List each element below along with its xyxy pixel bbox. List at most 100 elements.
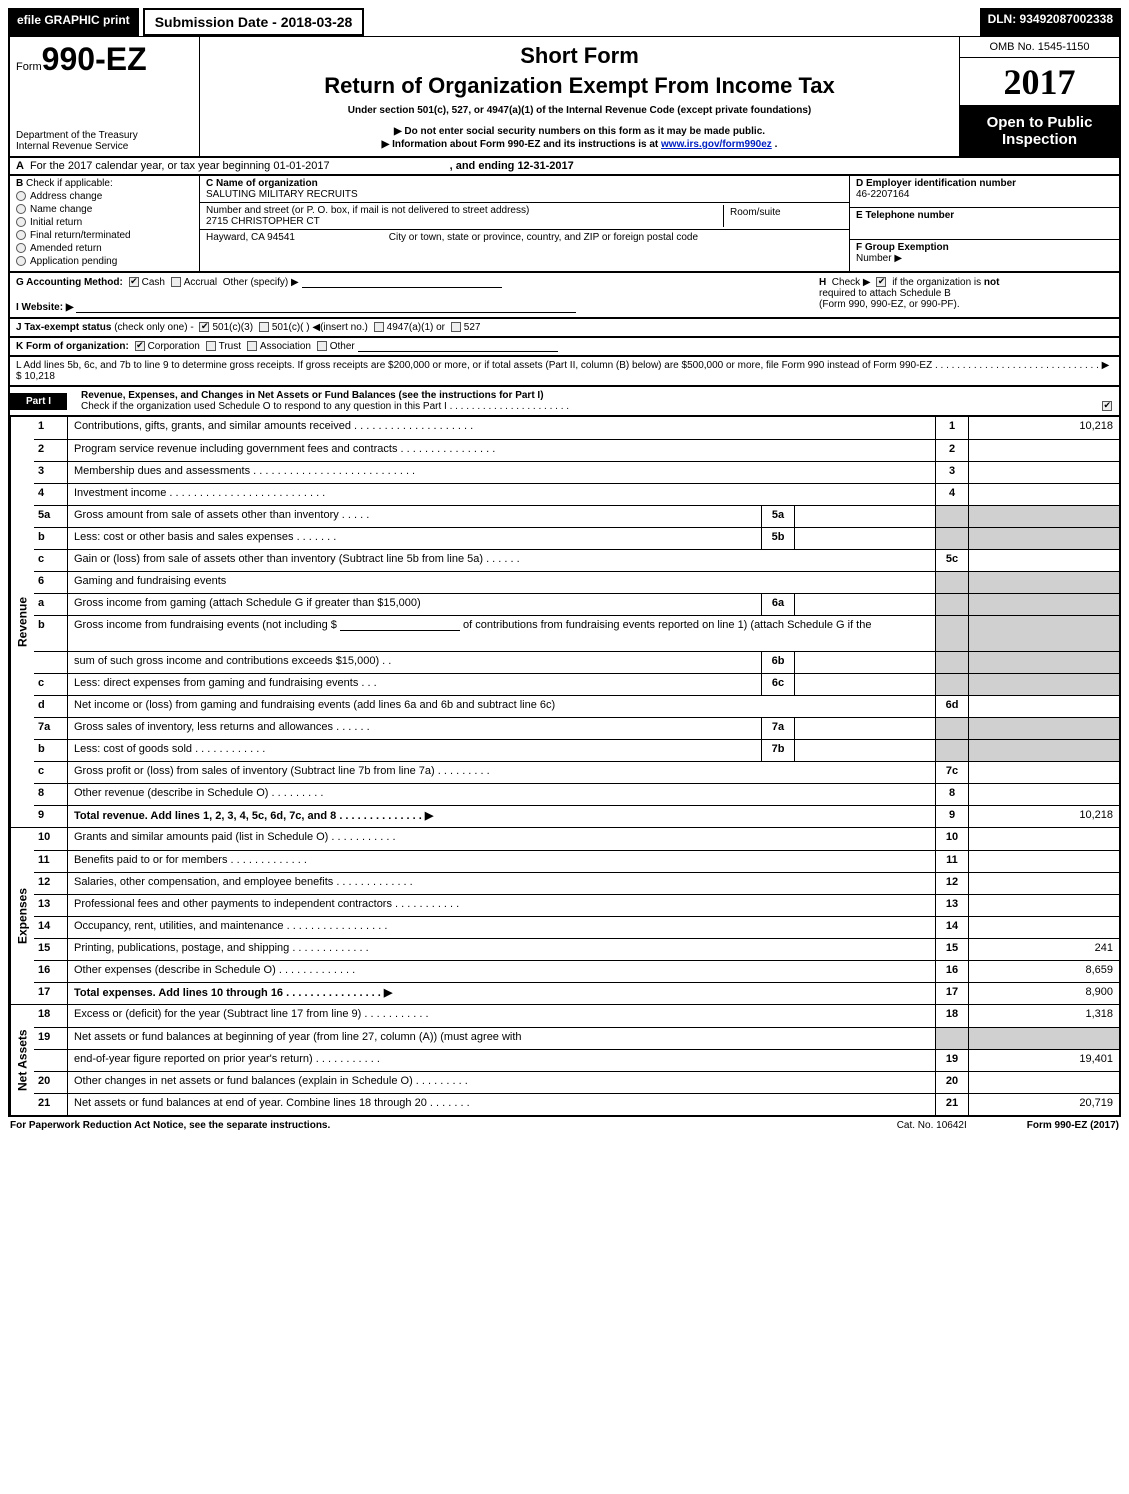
num-1: 1 <box>935 417 969 439</box>
desc-14: Occupancy, rent, utilities, and maintena… <box>68 917 935 938</box>
lbl-other-org: Other <box>330 341 355 352</box>
chk-schedule-b[interactable] <box>876 277 886 287</box>
city-label: City or town, state or province, country… <box>389 232 698 243</box>
desc-8: Other revenue (describe in Schedule O) .… <box>68 784 935 805</box>
desc-7b: Less: cost of goods sold . . . . . . . .… <box>68 740 761 761</box>
ln-6a: a <box>34 594 68 615</box>
irs-link[interactable]: www.irs.gov/form990ez <box>661 139 772 150</box>
lbl-cash: Cash <box>142 277 165 288</box>
chk-527[interactable] <box>451 322 461 332</box>
subv-6a <box>795 594 935 615</box>
val-20 <box>969 1072 1119 1093</box>
val-19a-shade <box>969 1028 1119 1049</box>
num-6c-shade <box>935 674 969 695</box>
lbl-corporation: Corporation <box>148 341 200 352</box>
num-17: 17 <box>935 983 969 1004</box>
chk-trust[interactable] <box>206 341 216 351</box>
lbl-amended-return: Amended return <box>30 243 102 254</box>
return-title: Return of Organization Exempt From Incom… <box>208 73 951 99</box>
form-ref: Form 990-EZ (2017) <box>1027 1120 1119 1131</box>
h-text2: if the organization is <box>892 277 981 288</box>
h-label: H <box>819 277 826 288</box>
chk-address-change[interactable] <box>16 191 26 201</box>
ein-value: 46-2207164 <box>856 189 909 200</box>
omb-number: OMB No. 1545-1150 <box>960 37 1119 58</box>
chk-corporation[interactable] <box>135 341 145 351</box>
expenses-side-label: Expenses <box>10 828 34 1004</box>
dept-irs: Internal Revenue Service <box>16 141 193 152</box>
chk-other-org[interactable] <box>317 341 327 351</box>
desc-10: Grants and similar amounts paid (list in… <box>68 828 935 850</box>
f-label2: Number ▶ <box>856 253 902 264</box>
chk-name-change[interactable] <box>16 204 26 214</box>
label-a: A <box>16 160 24 172</box>
website-input[interactable] <box>76 302 576 313</box>
ln-6b2 <box>34 652 68 673</box>
ln-10: 10 <box>34 828 68 850</box>
j-label: J Tax-exempt status <box>16 322 111 333</box>
val-14 <box>969 917 1119 938</box>
num-4: 4 <box>935 484 969 505</box>
chk-initial-return[interactable] <box>16 217 26 227</box>
chk-accrual[interactable] <box>171 277 181 287</box>
chk-schedule-o[interactable] <box>1102 401 1112 411</box>
val-5b-shade <box>969 528 1119 549</box>
val-7b-shade <box>969 740 1119 761</box>
desc-13: Professional fees and other payments to … <box>68 895 935 916</box>
efile-print-button[interactable]: efile GRAPHIC print <box>8 8 139 36</box>
part1-grid: Revenue 1Contributions, gifts, grants, a… <box>8 417 1121 1117</box>
chk-association[interactable] <box>247 341 257 351</box>
subv-5a <box>795 506 935 527</box>
val-9: 10,218 <box>969 806 1119 827</box>
e-label: E Telephone number <box>856 210 954 221</box>
ssn-warning: ▶ Do not enter social security numbers o… <box>208 126 951 137</box>
ln-1: 1 <box>34 417 68 439</box>
other-org-input[interactable] <box>358 341 558 352</box>
ln-16: 16 <box>34 961 68 982</box>
num-6b1-shade <box>935 616 969 651</box>
g-label: G Accounting Method: <box>16 277 123 288</box>
num-6-shade <box>935 572 969 593</box>
chk-final-return[interactable] <box>16 230 26 240</box>
val-13 <box>969 895 1119 916</box>
c-name-label: C Name of organization <box>206 178 318 189</box>
desc-17-bold: Total expenses. Add lines 10 through 16 … <box>74 987 392 999</box>
chk-501c3[interactable] <box>199 322 209 332</box>
dept-treasury: Department of the Treasury <box>16 130 193 141</box>
num-5c: 5c <box>935 550 969 571</box>
street-address: 2715 CHRISTOPHER CT <box>206 216 723 227</box>
lbl-address-change: Address change <box>30 191 102 202</box>
info-line-pre: ▶ Information about Form 990-EZ and its … <box>382 139 661 150</box>
dln-label: DLN: 93492087002338 <box>980 8 1121 36</box>
val-17: 8,900 <box>969 983 1119 1004</box>
chk-501c[interactable] <box>259 322 269 332</box>
cat-no: Cat. No. 10642I <box>897 1120 967 1131</box>
val-12 <box>969 873 1119 894</box>
fundraising-amount-input[interactable] <box>340 620 460 631</box>
val-6c-shade <box>969 674 1119 695</box>
ln-6: 6 <box>34 572 68 593</box>
label-b: B <box>16 178 23 189</box>
num-20: 20 <box>935 1072 969 1093</box>
chk-4947a1[interactable] <box>374 322 384 332</box>
part1-title: Revenue, Expenses, and Changes in Net As… <box>81 390 544 401</box>
ln-8: 8 <box>34 784 68 805</box>
val-10 <box>969 828 1119 850</box>
desc-4: Investment income . . . . . . . . . . . … <box>68 484 935 505</box>
subn-6c: 6c <box>761 674 795 695</box>
f-label: F Group Exemption <box>856 242 949 253</box>
row-k: K Form of organization: Corporation Trus… <box>8 338 1121 357</box>
num-14: 14 <box>935 917 969 938</box>
short-form-title: Short Form <box>208 43 951 69</box>
lbl-final-return: Final return/terminated <box>30 230 131 241</box>
num-9: 9 <box>935 806 969 827</box>
lbl-501c3: 501(c)(3) <box>212 322 253 333</box>
desc-6b1: Gross income from fundraising events (no… <box>68 616 935 651</box>
ln-21: 21 <box>34 1094 68 1115</box>
chk-application-pending[interactable] <box>16 256 26 266</box>
lbl-name-change: Name change <box>30 204 92 215</box>
other-method-input[interactable] <box>302 277 502 288</box>
chk-amended-return[interactable] <box>16 243 26 253</box>
chk-cash[interactable] <box>129 277 139 287</box>
subv-5b <box>795 528 935 549</box>
